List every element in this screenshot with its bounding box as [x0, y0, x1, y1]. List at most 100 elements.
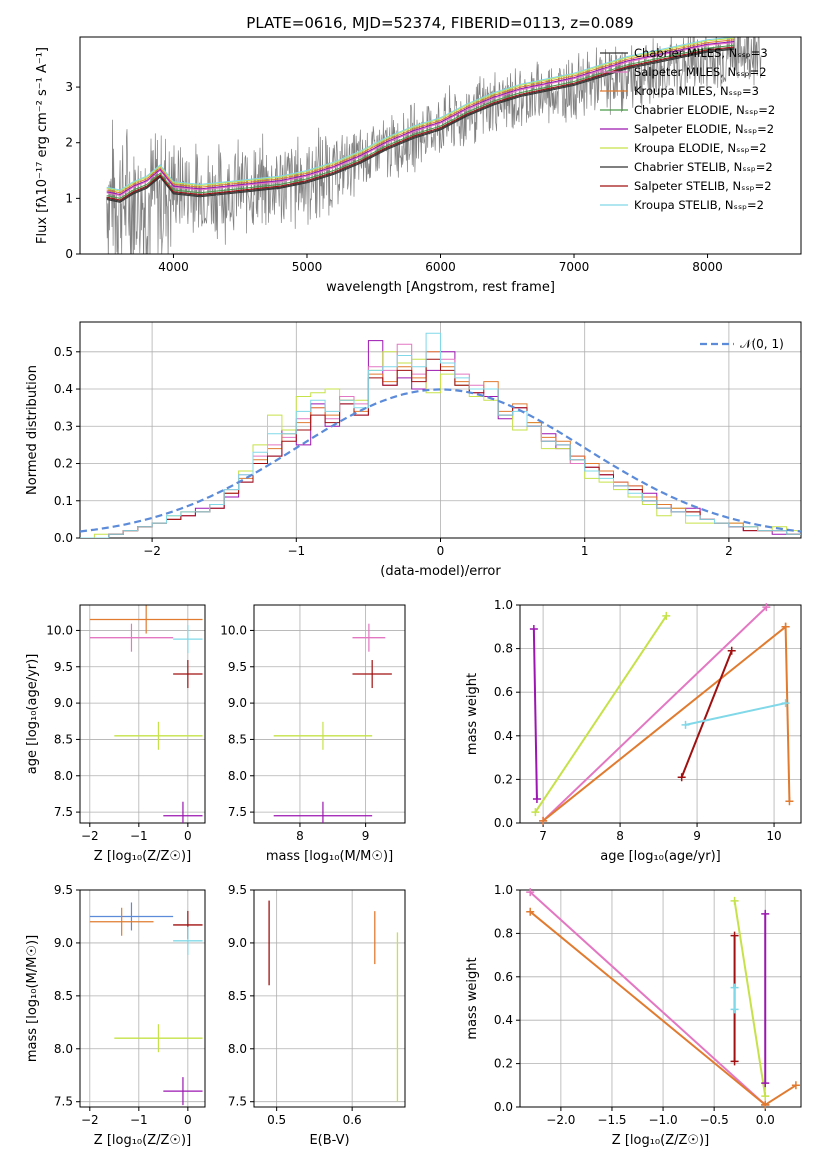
y-tick-label: 7.5 [54, 805, 73, 819]
weight-segment-3 [733, 900, 767, 1097]
weight-marker-5-1 [727, 646, 736, 655]
x-tick-label: 0 [184, 829, 192, 843]
scatter-plot-area [273, 623, 392, 823]
y-tick-label: 0.2 [494, 772, 513, 786]
weight-marker-2-1 [762, 603, 771, 612]
y-tick-label: 0.5 [54, 345, 73, 359]
y-tick-label: 0.6 [494, 970, 513, 984]
y-tick-label: 0.4 [54, 382, 73, 396]
weight-marker-4-1 [785, 797, 794, 806]
y-tick-label: 1.0 [494, 883, 513, 897]
x-tick-label: 8 [616, 829, 624, 843]
x-tick-label: −2.0 [546, 1113, 575, 1127]
legend-label-4: Salpeter ELODIE, Nₛₛₚ=2 [634, 122, 774, 136]
weight-marker-2-1 [791, 1081, 800, 1090]
legend-label-gaussian: 𝒩(0, 1) [740, 337, 784, 351]
weight-segment-2 [542, 606, 768, 822]
y-tick-label: 0 [65, 247, 73, 261]
x-tick-label: 5000 [292, 260, 323, 274]
y-tick-label: 0.3 [54, 419, 73, 433]
x-tick-label: −1.0 [648, 1113, 677, 1127]
y-tick-label: 0.8 [494, 926, 513, 940]
y-tick-label: 0.2 [494, 1057, 513, 1071]
weight-marker-4-0 [781, 622, 790, 631]
x-axis-label: Z [log₁₀(Z/Z☉)] [612, 1133, 709, 1148]
y-tick-label: 9.5 [228, 883, 247, 897]
x-tick-label: −1 [130, 829, 148, 843]
weight-marker-5-0 [730, 1005, 739, 1014]
x-tick-label: 4000 [158, 260, 189, 274]
y-tick-label: 9.0 [54, 696, 73, 710]
model-line-0 [106, 47, 735, 202]
histogram-plot-area [80, 332, 801, 538]
figure-title: PLATE=0616, MJD=52374, FIBERID=0113, z=0… [246, 14, 633, 32]
y-tick-label: 9.5 [228, 660, 247, 674]
y-tick-label: 2 [65, 136, 73, 150]
y-tick-label: 8.0 [228, 1042, 247, 1056]
y-tick-label: 3 [65, 80, 73, 94]
x-tick-label: 0.5 [267, 1113, 286, 1127]
x-tick-label: −1 [287, 544, 305, 558]
mass-weight-vs-metallicity-panel: −2.0 −1.5 −1.0 −0.5 0.0 0.0 0.2 0.4 0.6 0.8 1.0 Z [… [465, 883, 802, 1148]
y-tick-label: 1.0 [494, 598, 513, 612]
y-tick-label: 7.5 [228, 1095, 247, 1109]
x-axis-label: Z [log₁₀(Z/Z☉)] [94, 1133, 191, 1148]
histogram-step-5 [80, 332, 801, 538]
y-tick-label: 10.0 [220, 623, 247, 637]
scatter-plot-area [89, 902, 203, 1106]
plot-frame [253, 889, 406, 1108]
weight-marker-6-0 [761, 1079, 770, 1088]
y-tick-label: 9.5 [54, 660, 73, 674]
model-line-2 [106, 39, 735, 194]
x-tick-label: 7 [539, 829, 547, 843]
x-tick-label: 7000 [559, 260, 590, 274]
weight-segment-0 [532, 628, 538, 800]
x-axis-label: Z [log₁₀(Z/Z☉)] [94, 849, 191, 864]
plot-frame [79, 889, 206, 1108]
x-tick-label: −0.5 [700, 1113, 729, 1127]
legend-label-0: Chabrier MILES, Nₛₛₚ=3 [634, 46, 768, 60]
y-tick-label: 0.6 [494, 685, 513, 699]
x-axis-label: mass [log₁₀(M/M☉)] [266, 849, 393, 864]
y-tick-label: 0.0 [54, 531, 73, 545]
plot-frame [519, 889, 802, 1108]
model-line-5 [106, 37, 735, 192]
y-tick-label: 1 [65, 191, 73, 205]
y-tick-label: 0.4 [494, 729, 513, 743]
y-axis-label: mass weight [465, 957, 480, 1039]
y-tick-label: 0.8 [494, 642, 513, 656]
weight-segment-1 [534, 615, 668, 813]
x-tick-label: 0 [184, 1113, 192, 1127]
y-tick-label: 8.0 [54, 1042, 73, 1056]
weight-marker-4-1 [730, 931, 739, 940]
x-tick-label: 8 [296, 829, 304, 843]
x-tick-label: 6000 [425, 260, 456, 274]
y-tick-label: 9.0 [228, 936, 247, 950]
weight-segment-1 [529, 910, 766, 1106]
x-tick-label: −2 [81, 1113, 99, 1127]
x-axis-label: wavelength [Angstrom, rest frame] [326, 280, 555, 295]
model-line-4 [106, 41, 735, 196]
y-tick-label: 8.5 [228, 732, 247, 746]
y-tick-label: 8.5 [54, 989, 73, 1003]
y-tick-label: 9.0 [54, 936, 73, 950]
scatter-plot-area [89, 605, 203, 823]
legend-label-6: Chabrier STELIB, Nₛₛₚ=2 [634, 160, 773, 174]
y-tick-label: 9.5 [54, 883, 73, 897]
model-line-7 [106, 46, 735, 201]
x-tick-label: 10 [766, 829, 781, 843]
scatter-plot-area [268, 900, 399, 1102]
age-vs-metallicity-panel: −2 −1 0 7.5 8.0 8.5 9.0 9.5 10.0 Z [log₁₀(Z/Z☉)] a… [25, 604, 206, 864]
weight-marker-1-1 [662, 611, 671, 620]
model-line-1 [106, 42, 735, 197]
x-tick-label: −2 [81, 829, 99, 843]
x-tick-label: 8000 [692, 260, 723, 274]
legend-label-7: Salpeter STELIB, Nₛₛₚ=2 [634, 179, 772, 193]
legend-label-1: Salpeter MILES, Nₛₛₚ=2 [634, 65, 767, 79]
y-tick-label: 8.0 [228, 769, 247, 783]
weight-marker-3-0 [539, 816, 548, 825]
plot-frame [79, 604, 206, 824]
plot-frame [253, 604, 406, 824]
